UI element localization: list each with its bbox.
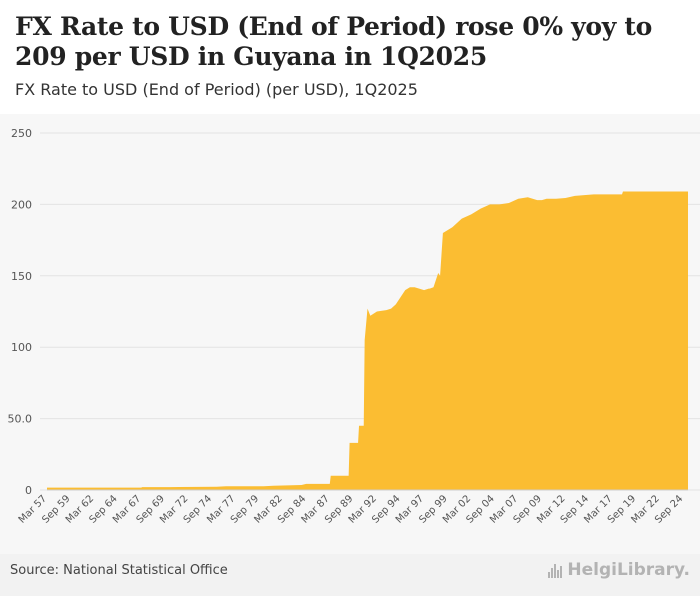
chart-title: FX Rate to USD (End of Period) rose 0% y…: [15, 12, 653, 71]
y-tick-label: 250: [11, 127, 32, 140]
y-tick-label: 100: [11, 341, 32, 354]
logo-bars-icon: [548, 562, 563, 578]
y-tick-label: 200: [11, 198, 32, 211]
chart-header: [0, 0, 700, 114]
chart-subtitle: FX Rate to USD (End of Period) (per USD)…: [15, 80, 418, 99]
series-area: [47, 191, 688, 491]
source-note: Source: National Statistical Office: [10, 563, 228, 578]
y-tick-label: 0: [25, 484, 32, 497]
y-tick-label: 150: [11, 270, 32, 283]
helgi-library-logo: HelgiLibrary.: [548, 560, 690, 580]
y-tick-label: 50.0: [8, 413, 33, 426]
logo-text: HelgiLibrary.: [567, 560, 690, 580]
